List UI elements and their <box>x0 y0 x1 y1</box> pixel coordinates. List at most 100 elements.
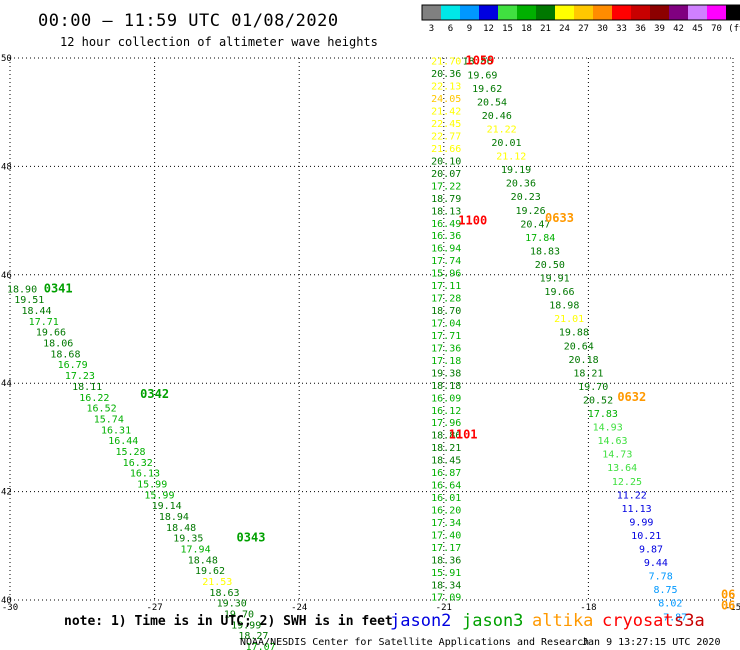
footer-credit: NOAA/NESDIS Center for Satellite Applica… <box>240 637 589 648</box>
wave-height-point: 21.66 <box>431 144 461 155</box>
y-tick-label: 42 <box>1 488 12 498</box>
wave-height-point: 17.22 <box>431 181 461 192</box>
wave-height-point: 17.40 <box>431 530 461 541</box>
wave-height-point: 19.30 <box>217 599 247 610</box>
wave-height-point: 20.50 <box>535 260 565 271</box>
wave-height-point: 17.11 <box>431 281 461 292</box>
wave-height-point: 19.70 <box>578 382 608 393</box>
satellite-label-altika: altika <box>532 611 593 631</box>
legend-swatch <box>441 5 460 20</box>
x-tick-label: -18 <box>580 603 596 613</box>
wave-height-point: 21.01 <box>554 314 584 325</box>
wave-height-point: 18.21 <box>573 368 603 379</box>
legend-swatch <box>593 5 612 20</box>
wave-height-point: 18.18 <box>431 381 461 392</box>
wave-height-point: 16.22 <box>79 393 109 404</box>
wave-height-point: 17.71 <box>29 317 59 328</box>
x-tick-label: -15 <box>725 603 740 613</box>
wave-height-point: 17.09 <box>431 593 461 604</box>
wave-height-point: 17.84 <box>525 233 555 244</box>
wave-height-point: 18.45 <box>431 456 461 467</box>
x-tick-label: -21 <box>436 603 452 613</box>
wave-height-point: 16.79 <box>58 360 88 371</box>
wave-height-point: 16.49 <box>431 219 461 230</box>
wave-height-point: 18.63 <box>209 588 239 599</box>
wave-height-point: 18.90 <box>7 284 37 295</box>
wave-height-point: 15.28 <box>115 447 145 458</box>
legend-swatch <box>460 5 479 20</box>
x-tick-label: -27 <box>146 603 162 613</box>
wave-height-point: 16.64 <box>431 481 461 492</box>
wave-height-point: 17.17 <box>431 543 461 554</box>
wave-height-point: 19.66 <box>36 328 66 339</box>
wave-height-point: 21.22 <box>487 124 517 135</box>
wave-height-point: 14.63 <box>597 436 627 447</box>
wave-height-point: 18.44 <box>21 306 51 317</box>
wave-height-point: 18.34 <box>431 580 461 591</box>
legend-swatch <box>498 5 517 20</box>
wave-height-point: 19.62 <box>472 84 502 95</box>
wave-height-point: 18.94 <box>159 512 189 523</box>
y-tick-label: 50 <box>1 54 12 64</box>
legend-swatch <box>574 5 593 20</box>
y-tick-label: 48 <box>1 162 12 172</box>
axis-ticks: -30 -27 -24 -21 -18 -15 40 42 44 46 48 50 <box>1 54 740 613</box>
legend-label: 18 <box>521 24 532 34</box>
wave-height-point: 20.52 <box>583 395 613 406</box>
wave-height-point: 18.48 <box>166 523 196 534</box>
y-tick-label: 46 <box>1 271 12 281</box>
legend-label: 45 <box>692 24 703 34</box>
wave-height-point: 17.36 <box>431 343 461 354</box>
wave-height-point: 12.25 <box>612 477 642 488</box>
wave-height-point: 9.99 <box>629 517 653 528</box>
wave-height-point: 20.64 <box>564 341 594 352</box>
wave-height-point: 17.04 <box>431 318 461 329</box>
legend-label: 3 <box>429 24 434 34</box>
wave-height-point: 16.94 <box>431 244 461 255</box>
wave-height-point: 22.13 <box>431 82 461 93</box>
wave-height-point: 18.79 <box>431 194 461 205</box>
wave-height-point: 16.13 <box>130 469 160 480</box>
wave-height-point: 15.99 <box>144 490 174 501</box>
wave-height-point: 17.28 <box>431 294 461 305</box>
x-tick-label: -30 <box>2 603 18 613</box>
wave-height-point: 18.98 <box>549 301 579 312</box>
wave-height-point: 7.78 <box>649 572 673 583</box>
wave-height-point: 19.99 <box>231 620 261 631</box>
legend-swatch <box>612 5 631 20</box>
legend-label: 12 <box>483 24 494 34</box>
wave-height-point: 20.23 <box>511 192 541 203</box>
wave-height-point: 17.18 <box>431 356 461 367</box>
wave-height-point: 18.86 <box>462 57 492 68</box>
legend-label: 39 <box>654 24 665 34</box>
wave-height-point: 9.87 <box>639 545 663 556</box>
wave-height-point: 18.48 <box>188 555 218 566</box>
satellite-label-jason2: jason2 <box>390 611 451 631</box>
wave-height-point: 15.74 <box>94 414 124 425</box>
note-text: note: 1) Time is in UTC; 2) SWH is in fe… <box>64 614 393 629</box>
wave-height-point: 17.07 <box>246 642 276 650</box>
wave-height-point: 18.27 <box>238 631 268 642</box>
wave-height-point: 9.44 <box>644 558 668 569</box>
wave-height-point: 20.36 <box>431 69 461 80</box>
wave-height-point: 20.01 <box>491 138 521 149</box>
satellite-label-jason3: jason3 <box>462 611 523 631</box>
wave-height-point: 21.42 <box>431 107 461 118</box>
wave-height-point: 19.66 <box>544 287 574 298</box>
wave-height-point: 16.20 <box>431 505 461 516</box>
wave-height-point: 20.47 <box>520 219 550 230</box>
wave-height-point: 16.12 <box>431 406 461 417</box>
wave-height-point: 18.21 <box>431 443 461 454</box>
wave-height-point: 13.64 <box>607 463 637 474</box>
wave-height-point: 20.36 <box>506 179 536 190</box>
legend-label: 30 <box>597 24 608 34</box>
wave-height-point: 19.19 <box>501 165 531 176</box>
pass-time-label: 06 <box>721 598 735 612</box>
wave-height-point: 20.10 <box>431 156 461 167</box>
wave-height-values: 18.9019.5118.4417.7119.6618.0618.6816.79… <box>7 57 687 650</box>
wave-height-point: 19.88 <box>559 328 589 339</box>
legend-swatch <box>669 5 688 20</box>
wave-height-point: 18.70 <box>431 306 461 317</box>
